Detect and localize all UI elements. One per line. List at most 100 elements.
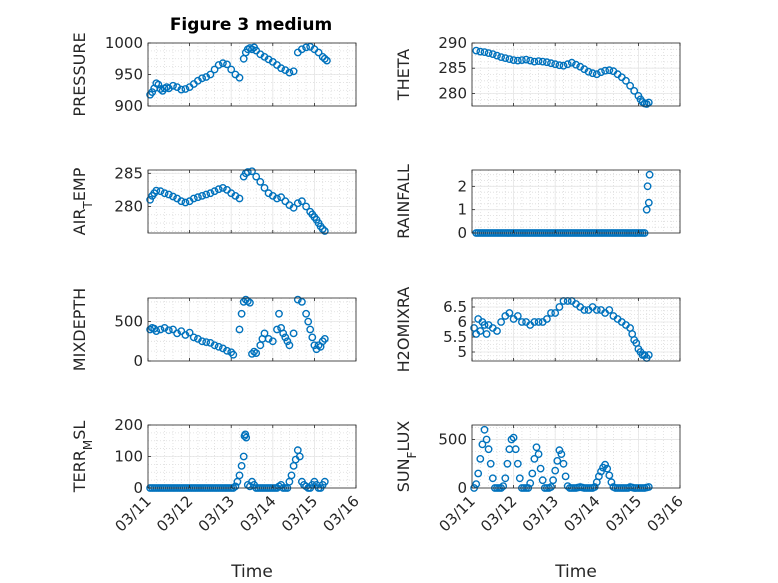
data-point	[248, 349, 256, 358]
data-point	[308, 333, 317, 342]
data-point	[530, 318, 539, 326]
data-point	[518, 56, 526, 64]
data-point	[235, 325, 244, 334]
data-point	[478, 440, 487, 449]
x-tick-label: 03/14	[236, 492, 279, 535]
x-tick-label: 03/15	[278, 492, 321, 535]
y-tick-label: 1	[457, 201, 467, 219]
data-point	[302, 43, 310, 52]
data-point	[563, 60, 572, 69]
data-point	[243, 168, 252, 176]
data-point	[152, 327, 161, 335]
data-point	[252, 349, 261, 357]
data-point	[314, 341, 323, 350]
x-tick-label: 03/13	[195, 492, 238, 535]
y-tick-label: 1000	[105, 34, 143, 52]
data-point	[181, 198, 190, 207]
data-point	[592, 70, 601, 79]
subplot-3: 280 285 AIRTEMP	[70, 164, 357, 235]
data-point	[198, 337, 207, 346]
axes-box	[471, 297, 681, 362]
data-point	[476, 454, 485, 463]
y-tick-label: 6.5	[443, 298, 467, 316]
axes-box	[471, 42, 681, 107]
data-point	[177, 197, 186, 206]
data-series	[472, 46, 653, 108]
data-point	[503, 459, 512, 468]
data-point	[588, 69, 597, 78]
data-point	[241, 430, 250, 439]
data-series	[146, 167, 329, 235]
data-point	[227, 65, 236, 74]
data-point	[580, 306, 589, 314]
data-point	[293, 199, 302, 208]
data-point	[543, 58, 551, 67]
data-point	[289, 203, 298, 212]
y-tick-label: 280	[114, 197, 143, 215]
data-point	[526, 479, 535, 488]
data-point	[607, 478, 616, 487]
data-point	[285, 341, 294, 350]
y-axis-label: THETA	[394, 49, 413, 101]
data-point	[497, 53, 505, 61]
data-point	[223, 346, 231, 355]
data-point	[513, 459, 522, 468]
data-series	[470, 297, 653, 362]
data-point	[320, 54, 329, 63]
data-point	[273, 325, 281, 334]
grid-lines	[471, 425, 681, 489]
y-tick-label: 290	[438, 34, 467, 52]
data-point	[297, 297, 306, 306]
data-point	[532, 443, 541, 452]
data-point	[260, 329, 269, 338]
data-point	[476, 47, 485, 56]
data-point	[497, 318, 505, 326]
data-point	[235, 194, 244, 203]
data-point	[559, 459, 568, 468]
data-point	[231, 482, 240, 491]
axes-box	[471, 169, 681, 234]
data-point	[538, 57, 547, 66]
y-tick-label: 500	[114, 313, 143, 331]
y-tick-label: 285	[114, 164, 143, 182]
data-point	[567, 58, 576, 67]
data-point	[306, 325, 315, 334]
data-point	[202, 338, 211, 346]
data-point	[152, 186, 161, 195]
data-point	[214, 61, 223, 69]
data-point	[320, 227, 329, 235]
data-point	[277, 64, 285, 73]
data-point	[605, 471, 614, 480]
data-point	[154, 80, 163, 89]
data-point	[513, 56, 522, 65]
data-point	[289, 329, 298, 338]
data-point	[480, 321, 489, 329]
data-point	[202, 190, 211, 199]
data-point	[601, 460, 609, 469]
data-point	[193, 193, 202, 202]
data-point	[534, 318, 543, 326]
y-tick-label: 950	[114, 66, 143, 84]
data-point	[605, 66, 614, 75]
data-point	[557, 450, 566, 458]
data-point	[551, 466, 560, 475]
data-point	[547, 59, 555, 68]
data-point	[643, 182, 652, 191]
data-point	[189, 333, 198, 342]
y-tick-label: 280	[438, 84, 467, 102]
data-point	[644, 483, 653, 491]
data-point	[156, 187, 165, 196]
data-point	[206, 70, 215, 79]
data-point	[501, 474, 510, 483]
data-point	[553, 456, 562, 465]
x-tick-label: 03/12	[477, 492, 520, 535]
data-point	[515, 474, 524, 483]
y-axis-label: RAINFALL	[394, 164, 413, 239]
grid-lines	[471, 42, 681, 107]
data-point	[198, 74, 207, 83]
data-point	[256, 177, 265, 186]
data-point	[293, 295, 302, 304]
data-point	[214, 342, 223, 351]
data-point	[484, 445, 493, 454]
